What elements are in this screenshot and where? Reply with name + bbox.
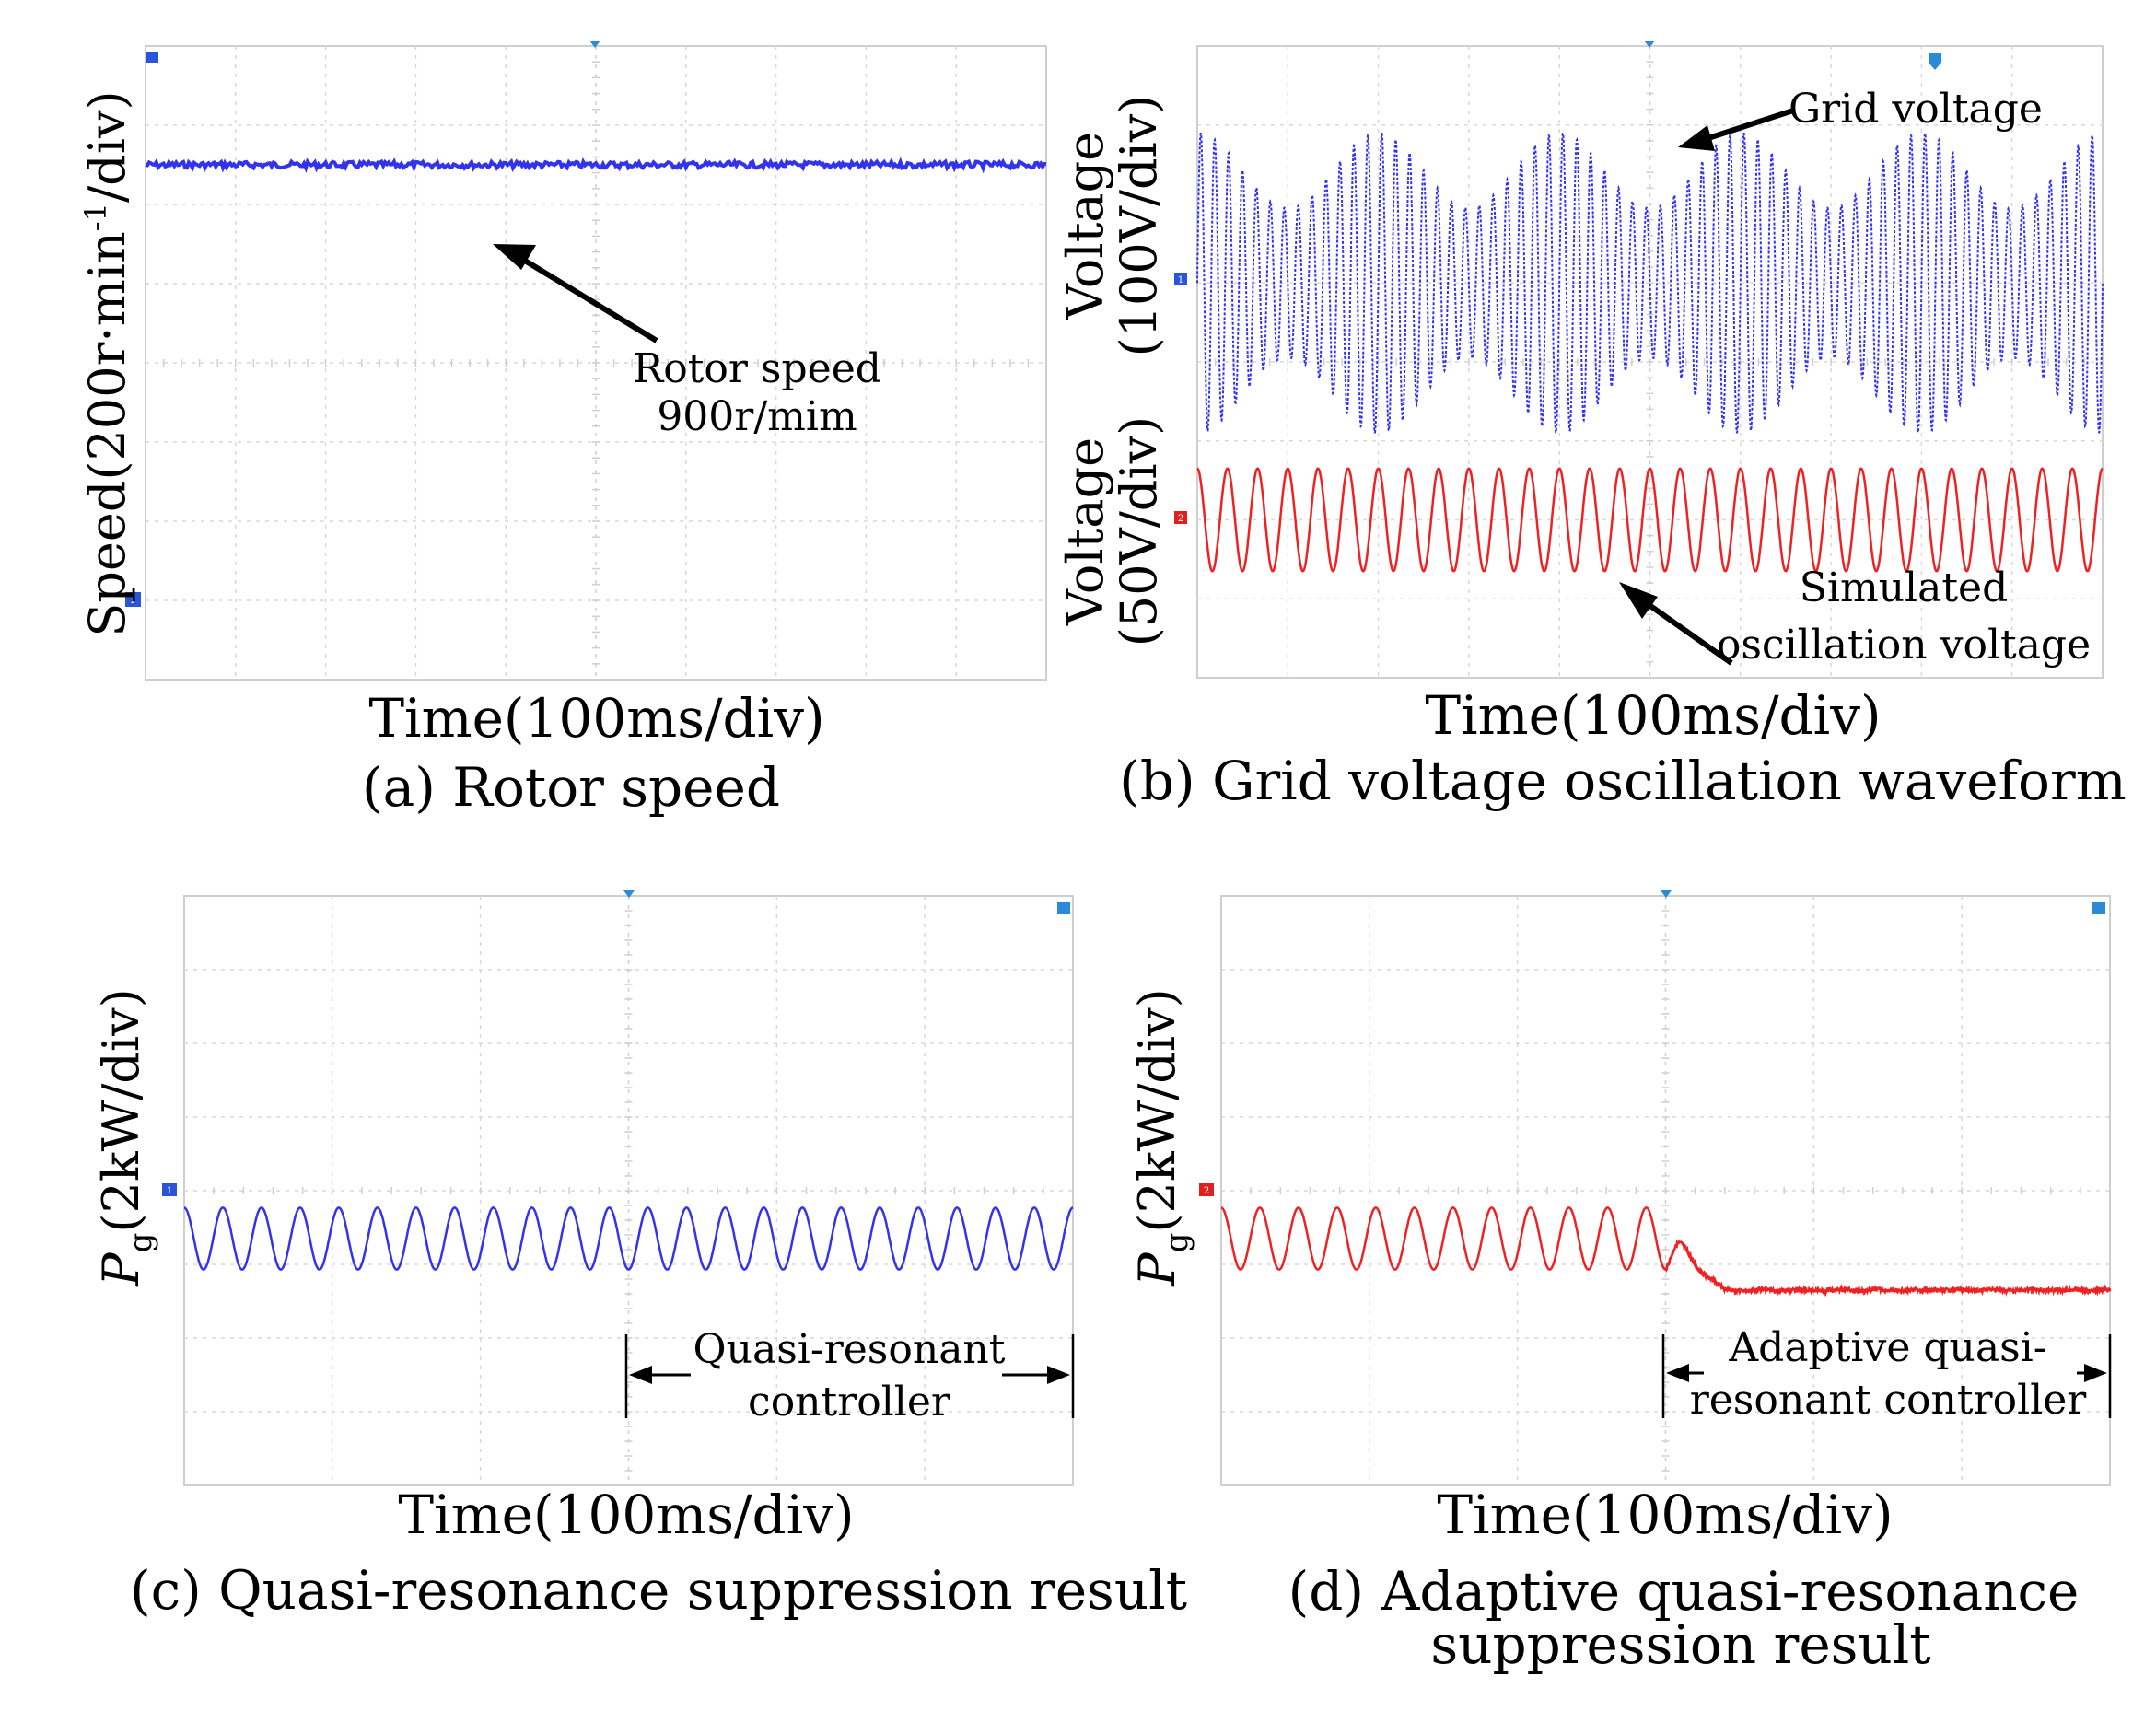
grid-voltage-annotation: Grid voltage <box>1789 86 2043 133</box>
quasi-resonant-label-line2: controller <box>748 1379 951 1426</box>
svg-text:1: 1 <box>167 1186 172 1196</box>
cursor-marker-icon <box>2092 902 2105 914</box>
adaptive-controller-label-line1: Adaptive quasi- <box>1728 1324 2046 1371</box>
channel-1-marker-icon <box>146 52 158 63</box>
cursor-marker-icon <box>1929 53 1941 70</box>
panel-c-xlabel: Time(100ms/div) <box>398 1484 854 1546</box>
pg-trace-adaptive <box>1220 1206 2112 1298</box>
simulated-oscillation-annotation-line2: oscillation voltage <box>1717 622 2091 669</box>
channel-marker-icon: 1 <box>125 592 141 607</box>
panel-c-ylabel: Pg(2kW/div) <box>92 988 159 1286</box>
channel-1-marker-icon: 1 <box>1174 273 1187 285</box>
panel-d-ylabel: Pg(2kW/div) <box>1128 988 1195 1286</box>
channel-2-marker-icon: 2 <box>1174 511 1187 524</box>
panel-a-rotor-speed: 1 Rotor speed 900r/mim Speed(200r·min-1/… <box>78 41 1047 819</box>
rotor-speed-annotation-line2: 900r/mim <box>657 393 857 440</box>
svg-text:1: 1 <box>1178 275 1183 285</box>
panel-d-grid <box>1220 895 2111 1486</box>
svg-text:2: 2 <box>1204 1186 1209 1196</box>
panel-b-caption: (b) Grid voltage oscillation waveform <box>1119 750 2126 812</box>
trigger-marker-icon <box>589 41 600 48</box>
rotor-speed-annotation-line1: Rotor speed <box>633 345 881 392</box>
panel-b-ylabel-2-line1: Voltage <box>1056 437 1114 626</box>
trigger-marker-icon <box>1644 41 1655 48</box>
panel-b-xlabel: Time(100ms/div) <box>1425 684 1881 747</box>
simulated-oscillation-annotation-line1: Simulated <box>1800 565 2008 611</box>
panel-d-caption-line1: (d) Adaptive quasi-resonance <box>1288 1560 2080 1623</box>
channel-marker-icon: 2 <box>1199 1183 1214 1196</box>
rotor-speed-trace <box>145 157 1047 174</box>
svg-text:2: 2 <box>1178 514 1183 524</box>
controller-span-bracket <box>624 1334 1075 1418</box>
adaptive-controller-label-line2: resonant controller <box>1690 1377 2088 1424</box>
rotor-speed-arrow <box>493 244 658 343</box>
simulated-oscillation-trace <box>1196 467 2104 573</box>
panel-a-grid <box>145 45 1047 681</box>
quasi-resonant-label-line1: Quasi-resonant <box>693 1326 1006 1373</box>
panel-a-ylabel: Speed(200r·min-1/div) <box>78 90 136 636</box>
panel-c-caption: (c) Quasi-resonance suppression result <box>130 1559 1187 1622</box>
panel-d-caption-line2: suppression result <box>1430 1613 1930 1676</box>
panel-d-adaptive-quasi-resonance: 2 Adaptive quasi- resonant controller Pg… <box>1128 890 2112 1676</box>
pg-trace-quasi-resonant <box>183 1206 1074 1271</box>
panel-b-ylabel-2-line2: (50V/div) <box>1110 416 1168 646</box>
cursor-marker-icon <box>1057 902 1070 914</box>
panel-d-xlabel: Time(100ms/div) <box>1437 1484 1893 1546</box>
simulated-oscillation-arrow <box>1619 582 1733 666</box>
panel-c-quasi-resonance: 1 Quasi-resonant controller Pg(2kW/div) … <box>92 890 1187 1622</box>
panel-a-xlabel: Time(100ms/div) <box>368 687 824 750</box>
panel-b-ylabel-1-line2: (100V/div) <box>1110 95 1168 357</box>
svg-text:1: 1 <box>130 594 136 606</box>
panel-b-grid-voltage: 1 2 Grid voltage Simulated oscillation v… <box>1056 41 2127 812</box>
grid-voltage-arrow <box>1678 108 1794 151</box>
panel-b-ylabel-1-line1: Voltage <box>1056 132 1114 320</box>
trigger-marker-icon <box>623 890 635 898</box>
panel-a-caption: (a) Rotor speed <box>362 756 780 819</box>
channel-marker-icon: 1 <box>162 1183 177 1196</box>
adaptive-controller-span-bracket <box>1661 1334 2112 1418</box>
trigger-marker-icon <box>1661 890 1672 898</box>
